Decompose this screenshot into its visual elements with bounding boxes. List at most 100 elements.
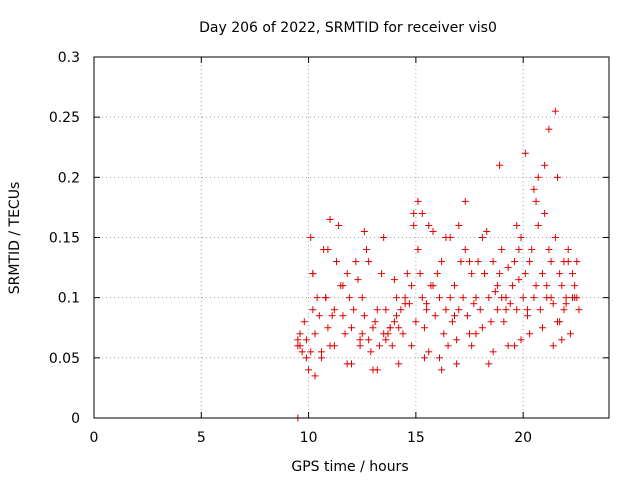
data-point: [397, 306, 405, 314]
data-point: [442, 306, 450, 314]
data-point: [410, 209, 418, 217]
data-point: [487, 318, 495, 326]
data-point: [463, 312, 471, 320]
data-point: [401, 300, 409, 308]
data-point: [496, 270, 504, 278]
data-point: [446, 234, 454, 241]
data-point: [322, 294, 330, 302]
data-point: [493, 282, 501, 290]
data-point: [472, 294, 480, 302]
data-point: [414, 197, 422, 205]
data-point: [491, 288, 499, 296]
data-point: [493, 306, 501, 314]
data-point: [352, 258, 360, 266]
data-point: [569, 270, 577, 278]
data-point: [564, 246, 572, 254]
data-point: [554, 173, 561, 181]
data-point: [414, 246, 422, 254]
data-point: [330, 306, 338, 314]
data-point: [360, 227, 368, 235]
data-point: [378, 270, 386, 278]
data-point: [446, 294, 454, 302]
data-point: [438, 258, 446, 266]
data-point: [307, 234, 315, 241]
data-point: [408, 282, 416, 290]
x-tick-label: 5: [197, 430, 206, 446]
data-point: [504, 342, 512, 350]
data-point: [390, 276, 398, 284]
data-point: [403, 270, 411, 278]
data-point: [466, 258, 474, 266]
data-point: [513, 306, 521, 314]
data-point: [440, 330, 448, 338]
data-point: [420, 324, 428, 332]
data-point: [466, 330, 474, 338]
data-point: [358, 294, 366, 302]
data-point: [530, 294, 538, 302]
x-tick-label: 10: [300, 430, 318, 446]
data-point: [420, 354, 428, 362]
data-point: [425, 221, 433, 229]
data-point: [425, 348, 433, 356]
data-point: [551, 234, 559, 241]
data-point: [343, 270, 351, 278]
data-point: [365, 258, 373, 266]
data-point: [502, 306, 510, 314]
data-point: [365, 336, 373, 344]
data-point: [478, 234, 486, 241]
data-point: [317, 348, 325, 356]
data-point: [517, 336, 525, 344]
x-axis-label: GPS time / hours: [291, 459, 408, 475]
data-point: [330, 342, 338, 350]
y-tick-label: 0: [71, 411, 80, 427]
data-point: [496, 161, 504, 169]
data-point: [302, 354, 310, 362]
data-point: [547, 258, 555, 266]
data-point: [326, 215, 334, 223]
data-point: [562, 300, 570, 308]
data-point: [348, 360, 355, 368]
data-point: [438, 366, 446, 374]
data-point: [317, 354, 325, 362]
data-point: [311, 330, 319, 338]
data-point: [412, 318, 420, 326]
data-point: [354, 276, 362, 284]
data-point: [390, 318, 398, 326]
data-point: [549, 300, 557, 308]
y-tick-label: 0.05: [49, 351, 80, 367]
y-axis-label: SRMTID / TECUs: [7, 182, 23, 295]
data-point: [545, 246, 553, 254]
data-point: [500, 318, 508, 326]
data-point: [429, 282, 437, 290]
data-point: [470, 300, 478, 308]
data-point: [504, 264, 512, 272]
data-point: [519, 294, 527, 302]
data-point: [309, 270, 317, 278]
data-point: [382, 306, 390, 314]
y-tick-label: 0.25: [49, 110, 80, 126]
data-point: [348, 324, 355, 332]
data-point: [339, 312, 347, 320]
data-point: [481, 270, 489, 278]
data-point: [324, 246, 332, 254]
data-point: [498, 246, 506, 254]
data-point: [444, 342, 452, 350]
data-point: [294, 336, 302, 344]
data-point: [416, 270, 424, 278]
data-point: [551, 107, 559, 115]
data-point: [451, 282, 458, 290]
data-point: [538, 324, 546, 332]
data-point: [341, 330, 349, 338]
data-point: [418, 294, 426, 302]
data-point: [408, 342, 416, 350]
data-point: [448, 318, 456, 326]
data-point: [478, 324, 486, 332]
data-point: [384, 330, 392, 338]
data-point: [515, 276, 523, 284]
data-point: [423, 300, 431, 308]
data-point: [393, 294, 401, 302]
data-point: [545, 125, 553, 133]
data-point: [311, 372, 319, 380]
data-point: [547, 294, 555, 302]
